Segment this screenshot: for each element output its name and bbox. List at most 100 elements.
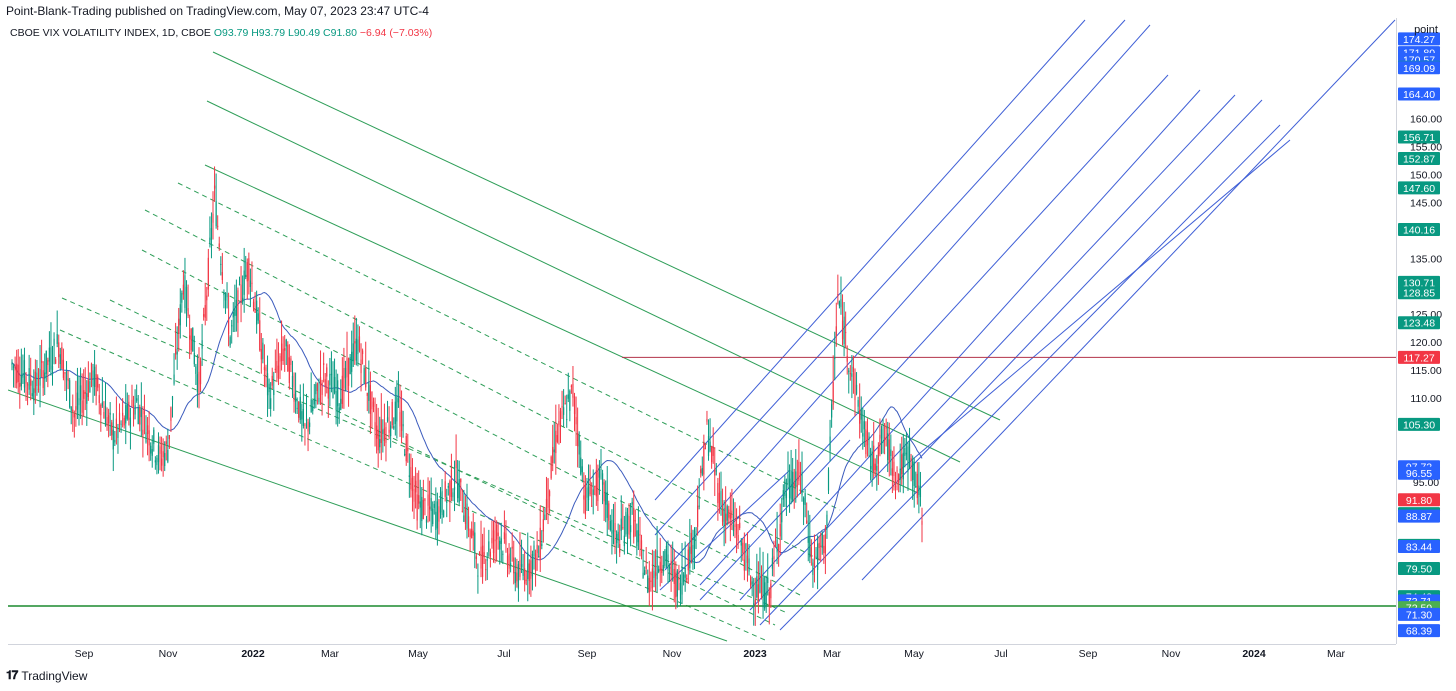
fan-line: [739, 89, 1201, 601]
candle-body: [463, 515, 465, 522]
candle-body: [519, 559, 521, 577]
candle-body: [675, 572, 677, 598]
candle-body: [284, 348, 286, 351]
candle-body: [304, 424, 306, 426]
candle-body: [785, 493, 788, 499]
price-tag-label: 88.87: [1406, 511, 1432, 523]
candle-body: [640, 540, 643, 549]
candle-body: [164, 452, 166, 467]
candle-body: [668, 566, 671, 569]
candle-body: [159, 446, 161, 454]
price-axis-tick-label: 110.00: [1410, 393, 1441, 405]
candle-body: [229, 337, 231, 346]
candle-body: [841, 320, 844, 340]
candle-body: [48, 347, 50, 362]
candle-body: [450, 469, 453, 497]
candle-body: [416, 494, 418, 521]
candle-body: [776, 539, 778, 553]
candle-body: [545, 498, 548, 513]
price-tag-label: 147.60: [1403, 183, 1435, 195]
candle-body: [259, 320, 261, 351]
candle-body: [486, 559, 488, 561]
price-axis-unit[interactable]: point: [1414, 24, 1438, 36]
price-tag-label: 123.48: [1403, 318, 1435, 330]
candle-body: [28, 368, 30, 390]
candle-body: [615, 533, 618, 544]
candle-body: [204, 305, 206, 318]
candle-body: [603, 482, 605, 502]
candle-body: [801, 472, 803, 496]
candle-body: [782, 490, 784, 500]
candle-body: [179, 304, 181, 326]
candle-body: [288, 357, 290, 384]
time-axis-tick-label: Mar: [1327, 648, 1346, 660]
candle-body: [500, 538, 502, 544]
candle-body: [382, 429, 384, 434]
candle-body: [478, 553, 481, 556]
candle-body: [698, 505, 700, 507]
candle-body: [223, 292, 225, 296]
price-tag: 79.50: [1398, 562, 1440, 576]
candle-body: [742, 542, 744, 554]
candle-body: [548, 491, 551, 497]
candle-body: [64, 371, 66, 375]
candle-body: [706, 418, 708, 422]
candle-body: [167, 449, 169, 462]
candle-body: [514, 572, 516, 583]
candle-body: [69, 380, 71, 408]
candle-body: [199, 361, 202, 385]
candle-body: [885, 427, 887, 429]
price-axis-tick-label: 115.00: [1410, 365, 1441, 377]
candle-body: [524, 568, 526, 584]
candle-body: [182, 284, 185, 295]
price-tag-bg: [1398, 61, 1440, 75]
candle-body: [569, 390, 571, 411]
candle-body: [298, 401, 300, 418]
candle-body: [703, 441, 705, 475]
candle-body: [851, 373, 853, 377]
candle-body: [812, 562, 814, 575]
candle-body: [586, 487, 588, 498]
candle-body: [114, 439, 116, 443]
candle-body: [859, 410, 861, 424]
candle-body: [438, 506, 440, 522]
time-axis-tick-label: Sep: [1079, 648, 1098, 660]
candle-body: [520, 564, 523, 567]
candle-body: [26, 384, 29, 386]
candle-body: [625, 511, 627, 535]
candle-body: [508, 553, 510, 569]
candle-body: [234, 309, 236, 316]
candle-body: [53, 338, 55, 346]
candle-body: [324, 379, 326, 388]
candle-body: [584, 484, 587, 515]
candle-body: [765, 593, 767, 606]
candle-body: [916, 473, 918, 498]
candle-body: [206, 295, 208, 301]
candle-body: [873, 445, 875, 473]
candle-body: [689, 546, 691, 569]
candle-body: [871, 451, 873, 471]
candle-body: [818, 542, 820, 549]
price-tag-bg: [1398, 286, 1440, 300]
candle-body: [840, 299, 842, 308]
candle-body: [385, 427, 387, 443]
candle-body: [556, 435, 558, 442]
candle-body: [37, 388, 40, 390]
candle-body: [226, 293, 228, 298]
channel-line-dashed: [177, 182, 841, 511]
price-tag-bg: [1398, 151, 1440, 165]
candle-body: [474, 532, 476, 553]
candle-body: [410, 467, 412, 490]
candle-body: [774, 545, 777, 547]
candle-body: [11, 362, 13, 365]
candle-body: [333, 377, 336, 393]
candle-body: [880, 429, 883, 439]
candle-body: [198, 371, 200, 394]
candle-body: [753, 603, 755, 605]
candle-body: [608, 503, 610, 521]
fan-line: [759, 99, 1263, 626]
candle-body: [918, 485, 920, 496]
price-tag-label: 117.27: [1403, 352, 1434, 364]
candle-body: [843, 316, 845, 345]
